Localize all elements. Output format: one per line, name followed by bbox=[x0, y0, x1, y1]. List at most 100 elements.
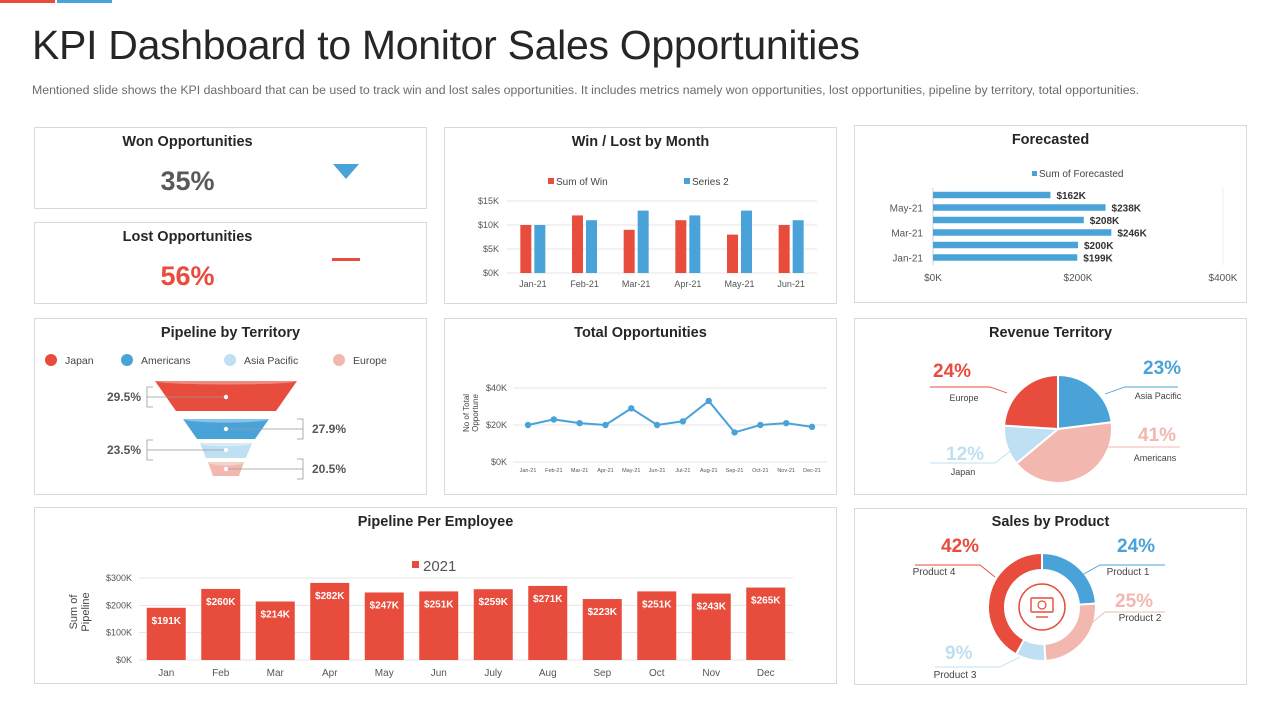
x-tick-label: Mar-21 bbox=[571, 468, 588, 474]
win-lost-chart: Sum of Win Series 2 $0K $5K $10K $15K Jan-21 Fe… bbox=[478, 177, 817, 289]
bar-series2 bbox=[534, 225, 546, 273]
line-point bbox=[550, 416, 558, 423]
x-tick-label: July bbox=[484, 668, 502, 679]
legend-label: Europe bbox=[353, 355, 387, 367]
y-axis-label-line1: Sum of bbox=[68, 594, 80, 630]
bar-win bbox=[727, 234, 738, 273]
pipeline-employee-title: Pipeline Per Employee bbox=[357, 514, 514, 530]
y-tick-label: $0K bbox=[116, 655, 132, 665]
page-subtitle: Mentioned slide shows the KPI dashboard … bbox=[32, 83, 1140, 97]
legend-label: Asia Pacific bbox=[244, 355, 298, 367]
y-tick-label: $20K bbox=[486, 420, 507, 430]
win-lost-panel: Win / Lost by Month Sum of Win Series 2 $0… bbox=[444, 127, 837, 304]
bar-value-label: $214K bbox=[261, 610, 291, 621]
y-tick-label: $40K bbox=[486, 383, 507, 393]
donut-pct-label: 25% bbox=[1115, 591, 1153, 612]
bar-win bbox=[520, 225, 532, 273]
legend-label-2021: 2021 bbox=[423, 558, 456, 575]
legend-label-win: Sum of Win bbox=[556, 177, 608, 188]
x-tick-label: Oct-21 bbox=[752, 468, 769, 474]
won-title: Won Opportunities bbox=[122, 134, 253, 150]
pipeline-territory-panel: Pipeline by Territory Japan Americans Asia… bbox=[34, 318, 427, 495]
employee-bar bbox=[582, 599, 622, 660]
legend-swatch-2021 bbox=[412, 561, 419, 568]
callout-dot bbox=[223, 394, 229, 400]
line-point bbox=[731, 429, 738, 436]
forecasted-title: Forecasted bbox=[1011, 132, 1090, 148]
product-icon-ring bbox=[1018, 583, 1066, 631]
product-display-icon bbox=[1030, 597, 1054, 613]
pie-pct-label: 41% bbox=[1138, 425, 1176, 446]
callout-dot bbox=[223, 447, 229, 453]
employee-bar bbox=[473, 589, 513, 660]
y-tick-label: $15K bbox=[478, 196, 499, 206]
x-tick-label: May-21 bbox=[622, 468, 640, 474]
y-axis-label-line1: No of Total bbox=[462, 394, 471, 432]
y-axis-label: Sum ofPipeline bbox=[68, 592, 92, 631]
pipeline-employee-chart: 2021 Sum ofPipeline $0K $100K $200K $300K $191… bbox=[68, 558, 793, 679]
x-tick-label: Apr bbox=[322, 668, 338, 679]
pie-callout-line bbox=[930, 386, 1008, 394]
bar-value-label: $271K bbox=[533, 594, 563, 605]
forecast-bar bbox=[933, 241, 1078, 249]
bar-value-label: $260K bbox=[206, 597, 236, 608]
page-title: KPI Dashboard to Monitor Sales Opportuni… bbox=[32, 22, 860, 68]
donut-pct-label: 42% bbox=[941, 536, 979, 557]
y-tick-label: $10K bbox=[478, 220, 499, 230]
bar-value-label: $251K bbox=[424, 599, 454, 610]
sales-product-panel: Sales by Product 24% Product 1 25% Product … bbox=[854, 508, 1247, 685]
x-tick-label: Mar-21 bbox=[622, 279, 651, 289]
legend-dot bbox=[333, 354, 345, 366]
forecasted-chart: Sum of Forecasted$162K$238K$208K$246K$20… bbox=[890, 169, 1238, 284]
win-lost-title: Win / Lost by Month bbox=[571, 134, 710, 150]
x-tick-label: Aug-21 bbox=[700, 468, 718, 474]
employee-bar bbox=[419, 591, 459, 660]
employee-bar bbox=[528, 585, 568, 660]
bar-series2 bbox=[792, 220, 804, 273]
funnel-segment-top bbox=[200, 439, 252, 447]
lost-title: Lost Opportunities bbox=[122, 229, 253, 245]
funnel-segment-top bbox=[208, 458, 244, 466]
donut-category-label: Product 3 bbox=[934, 670, 977, 681]
bar-value-label: $247K bbox=[370, 600, 400, 611]
x-tick-label: $200K bbox=[1064, 273, 1093, 284]
y-tick-label: $200K bbox=[106, 600, 132, 610]
bar-value-label: $200K bbox=[1084, 241, 1114, 252]
pie-slice bbox=[1057, 373, 1113, 431]
line-point bbox=[602, 421, 609, 429]
x-tick-label: May bbox=[375, 668, 394, 679]
bar-value-label: $199K bbox=[1083, 254, 1113, 265]
bar-series2 bbox=[689, 215, 701, 273]
line-point bbox=[757, 421, 764, 429]
pie-pct-label: 23% bbox=[1143, 358, 1181, 379]
bar-value-label: $238K bbox=[1112, 204, 1142, 215]
x-tick-label: Oct bbox=[649, 668, 665, 679]
x-tick-label: Apr-21 bbox=[674, 279, 701, 289]
callout-bracket bbox=[146, 439, 153, 461]
x-tick-label: Sep-21 bbox=[726, 468, 744, 474]
line-point bbox=[705, 397, 712, 405]
pie-category-label: Americans bbox=[1134, 453, 1177, 463]
employee-bar bbox=[255, 601, 295, 660]
bar-value-label: $246K bbox=[1117, 229, 1147, 240]
line-point bbox=[653, 421, 661, 429]
callout-bracket bbox=[297, 458, 304, 480]
callout-dot bbox=[223, 466, 229, 472]
accent-bar-blue bbox=[57, 0, 112, 3]
pie-slice bbox=[1014, 421, 1113, 484]
callout-dot bbox=[223, 426, 229, 432]
legend-dot bbox=[121, 354, 133, 366]
legend-label-forecast: Sum of Forecasted bbox=[1039, 169, 1123, 180]
donut-pct-label: 9% bbox=[945, 643, 973, 664]
pie-category-label: Europe bbox=[949, 393, 978, 403]
x-tick-label: Dec-21 bbox=[803, 468, 821, 474]
funnel-value-label: 20.5% bbox=[312, 462, 346, 476]
funnel-segment-top bbox=[183, 415, 269, 423]
pie-category-label: Japan bbox=[951, 467, 976, 477]
bar-value-label: $282K bbox=[315, 591, 345, 602]
bar-value-label: $259K bbox=[479, 597, 509, 608]
donut-slice bbox=[987, 551, 1043, 656]
line-point bbox=[782, 419, 790, 427]
y-tick-label: $5K bbox=[483, 244, 499, 254]
x-tick-label: Apr-21 bbox=[597, 468, 614, 474]
